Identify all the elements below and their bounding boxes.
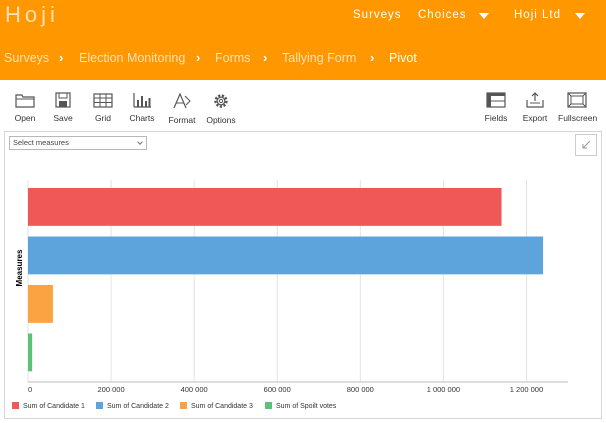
brand-logo[interactable]: Hoji — [5, 2, 59, 27]
bar-chart-icon — [133, 93, 151, 108]
breadcrumb-separator-icon: › — [263, 50, 268, 65]
breadcrumb-separator-icon: › — [370, 50, 375, 65]
fields-icon — [486, 92, 506, 108]
bar[interactable] — [28, 236, 544, 275]
breadcrumb-election-monitoring[interactable]: Election Monitoring — [79, 51, 186, 65]
fullscreen-button[interactable]: Fullscreen — [558, 92, 597, 128]
format-button[interactable]: Format — [168, 92, 196, 128]
legend-label: Sum of Candidate 3 — [191, 403, 253, 410]
format-icon — [173, 92, 191, 109]
x-tick-label: 1 000 000 — [427, 385, 460, 394]
bar[interactable] — [28, 333, 33, 372]
fullscreen-icon — [567, 92, 587, 108]
measures-select[interactable]: Select measures — [9, 136, 147, 150]
breadcrumb: Surveys › Election Monitoring › Forms › … — [0, 34, 606, 80]
breadcrumb-forms[interactable]: Forms — [215, 51, 251, 65]
legend-item[interactable]: Sum of Candidate 3 — [180, 402, 253, 410]
breadcrumb-separator-icon: › — [59, 50, 64, 65]
breadcrumb-separator-icon: › — [196, 50, 201, 65]
bar[interactable] — [28, 285, 53, 323]
y-axis-title: Measures — [15, 249, 24, 286]
bar[interactable] — [28, 188, 502, 226]
gear-icon — [214, 94, 228, 108]
legend-item[interactable]: Sum of Candidate 1 — [12, 402, 85, 410]
legend-swatch — [265, 402, 272, 409]
pivot-chart-panel: Select measures — [4, 131, 602, 419]
legend-label: Sum of Candidate 2 — [107, 403, 169, 410]
collapse-chart-button[interactable] — [575, 134, 597, 156]
legend-item[interactable]: Sum of Candidate 2 — [96, 402, 169, 410]
collapse-arrow-icon — [582, 140, 591, 149]
legend-swatch — [12, 402, 19, 409]
nav-choices[interactable]: Choices — [418, 9, 467, 21]
legend-swatch — [96, 402, 103, 409]
top-navbar: Hoji Surveys Choices Hoji Ltd — [0, 0, 606, 34]
open-button[interactable]: Open — [12, 92, 38, 128]
measures-select-value: Select measures — [13, 138, 69, 147]
fields-button[interactable]: Fields — [483, 92, 509, 128]
nav-account[interactable]: Hoji Ltd — [514, 9, 561, 21]
legend-swatch — [180, 402, 187, 409]
save-button[interactable]: Save — [51, 92, 75, 128]
folder-icon — [15, 94, 35, 108]
breadcrumb-tallying-form[interactable]: Tallying Form — [282, 51, 357, 65]
save-icon — [55, 92, 71, 108]
nav-surveys[interactable]: Surveys — [353, 9, 402, 21]
charts-button[interactable]: Charts — [128, 92, 156, 128]
x-tick-label: 0 — [28, 385, 32, 394]
options-button[interactable]: Options — [206, 92, 236, 128]
pivot-toolbar: Open Save Grid Charts — [0, 80, 606, 128]
grid-button[interactable]: Grid — [91, 92, 115, 128]
x-tick-label: 800 000 — [347, 385, 374, 394]
bars — [28, 188, 544, 372]
grid-icon — [93, 93, 113, 108]
x-tick-label: 600 000 — [264, 385, 291, 394]
export-icon — [526, 92, 544, 108]
legend-label: Sum of Spoilt votes — [276, 403, 337, 410]
x-axis-ticks: 0 200 000 400 000 600 000 800 000 1 000 000 1 … — [28, 385, 543, 394]
breadcrumb-surveys[interactable]: Surveys — [4, 51, 50, 65]
x-tick-label: 400 000 — [181, 385, 208, 394]
export-button[interactable]: Export — [521, 92, 549, 128]
x-tick-label: 200 000 — [98, 385, 125, 394]
x-tick-label: 1 200 000 — [510, 385, 543, 394]
choices-chevron-down-icon[interactable] — [479, 13, 489, 19]
account-chevron-down-icon[interactable] — [575, 13, 585, 19]
legend-item[interactable]: Sum of Spoilt votes — [265, 402, 336, 410]
legend-label: Sum of Candidate 1 — [23, 403, 85, 410]
breadcrumb-pivot: Pivot — [389, 51, 417, 65]
